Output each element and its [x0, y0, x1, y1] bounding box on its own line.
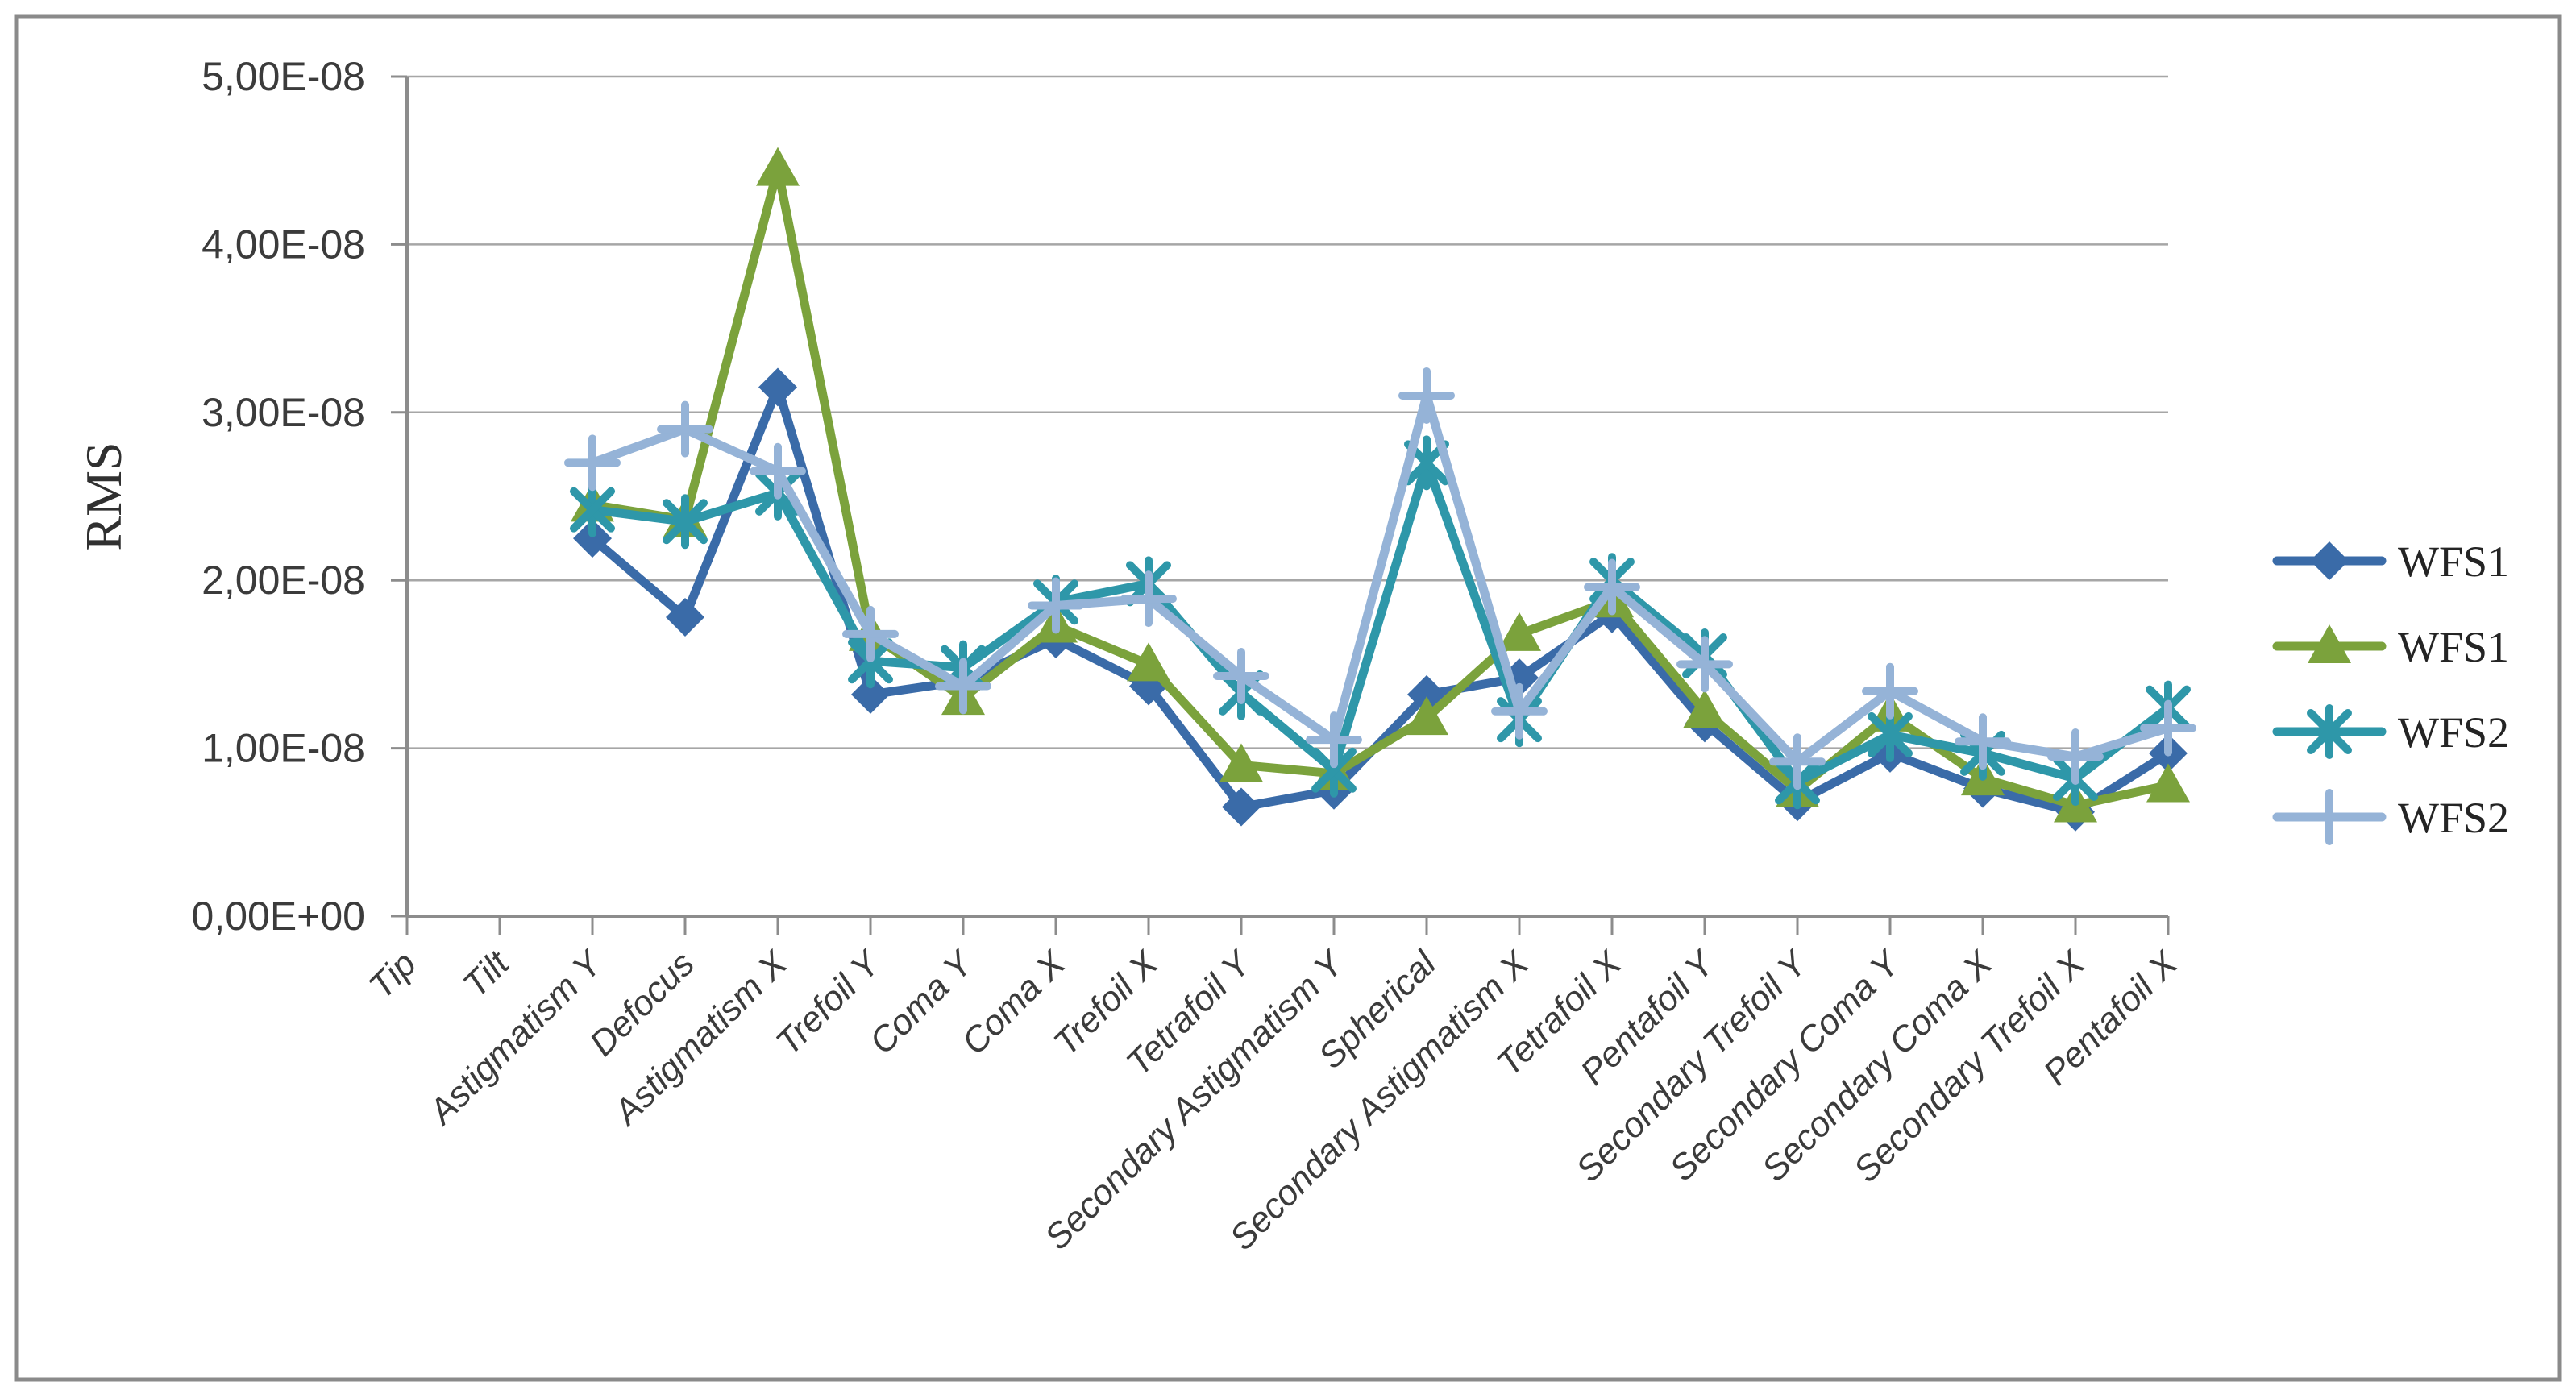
plus-marker-icon — [1584, 558, 1640, 616]
legend-item: WFS1 — [2272, 623, 2509, 671]
series-wfs1-diamond — [573, 367, 2188, 832]
triangle-marker-icon — [1683, 689, 1726, 728]
diamond-marker-icon — [2310, 541, 2349, 580]
asterisk-stroke — [570, 487, 615, 533]
axis-labels-layer: 0,00E+00 1,00E-08 2,00E-08 3,00E-08 4,00E-08… — [192, 54, 2187, 1258]
plus-marker-icon — [1491, 682, 1548, 740]
plus-marker-icon — [750, 442, 806, 500]
plus-marker-icon — [1676, 636, 1733, 693]
legend-item: WFS1 — [2272, 537, 2509, 586]
plus-marker-icon — [1120, 570, 1177, 628]
triangle-marker-icon — [1498, 612, 1541, 651]
triangle-marker-icon — [1127, 642, 1170, 682]
y-tick-label: 3,00E-08 — [202, 390, 365, 435]
series-wfs2-plus — [564, 367, 2196, 790]
legend-item: WFS2 — [2272, 704, 2509, 759]
diamond-marker-icon — [851, 674, 890, 714]
triangle-marker-icon — [1219, 743, 1263, 782]
diamond-marker-icon — [758, 367, 797, 407]
legend-label: WFS2 — [2398, 708, 2509, 757]
triangle-marker-icon — [2308, 624, 2351, 663]
asterisk-stroke — [1311, 747, 1357, 793]
x-tick-label: Trefoil Y — [768, 943, 888, 1063]
asterisk-marker-icon — [570, 482, 615, 537]
legend-label: WFS1 — [2398, 537, 2509, 586]
plus-marker-icon — [1398, 367, 1455, 424]
legend-label: WFS1 — [2398, 623, 2509, 671]
plus-marker-icon — [935, 658, 991, 715]
y-tick-label: 2,00E-08 — [202, 558, 365, 603]
gridlines-layer — [407, 75, 2168, 749]
series-layer — [564, 147, 2196, 832]
y-tick-label: 1,00E-08 — [202, 726, 365, 771]
x-tick-label: Tip — [361, 944, 424, 1006]
diamond-marker-icon — [666, 598, 704, 637]
y-tick-label: 4,00E-08 — [202, 222, 365, 267]
triangle-marker-icon — [1405, 696, 1448, 736]
plus-marker-icon — [1306, 711, 1362, 769]
plus-marker-icon — [1955, 713, 2011, 770]
diamond-marker-icon — [573, 519, 612, 558]
plus-marker-icon — [1028, 577, 1084, 634]
plus-marker-icon — [2047, 728, 2104, 786]
plus-marker-icon — [564, 434, 621, 492]
y-tick-label: 0,00E+00 — [192, 894, 365, 939]
plus-marker-icon — [657, 400, 713, 458]
figure-border — [14, 14, 2562, 1382]
legend: WFS1 WFS1 WFS2 WFS2 — [2272, 537, 2509, 845]
series-line — [588, 458, 2173, 786]
triangle-marker-icon — [756, 147, 800, 186]
asterisk-stroke — [663, 499, 708, 545]
y-tick-label: 5,00E-08 — [202, 54, 365, 99]
asterisk-stroke — [1868, 711, 1913, 757]
plus-marker-icon — [1769, 733, 1826, 790]
series-line — [588, 391, 2173, 766]
plus-marker-icon — [1862, 662, 1918, 720]
axes-layer — [391, 75, 2170, 935]
plus-marker-icon — [2140, 699, 2196, 757]
x-tick-label: Tilt — [455, 943, 517, 1005]
triangle-marker-icon — [2146, 763, 2190, 803]
plus-marker-icon — [842, 605, 899, 662]
asterisk-marker-icon — [2307, 704, 2352, 759]
asterisk-marker-icon — [663, 494, 708, 550]
y-axis-title: RMS — [75, 442, 132, 550]
legend-item: WFS2 — [2272, 789, 2509, 845]
asterisk-stroke — [2307, 709, 2352, 754]
legend-label: WFS2 — [2398, 794, 2509, 842]
plus-marker-icon — [1213, 647, 1269, 704]
plus-marker-icon — [2301, 789, 2358, 845]
diamond-marker-icon — [1222, 787, 1261, 827]
